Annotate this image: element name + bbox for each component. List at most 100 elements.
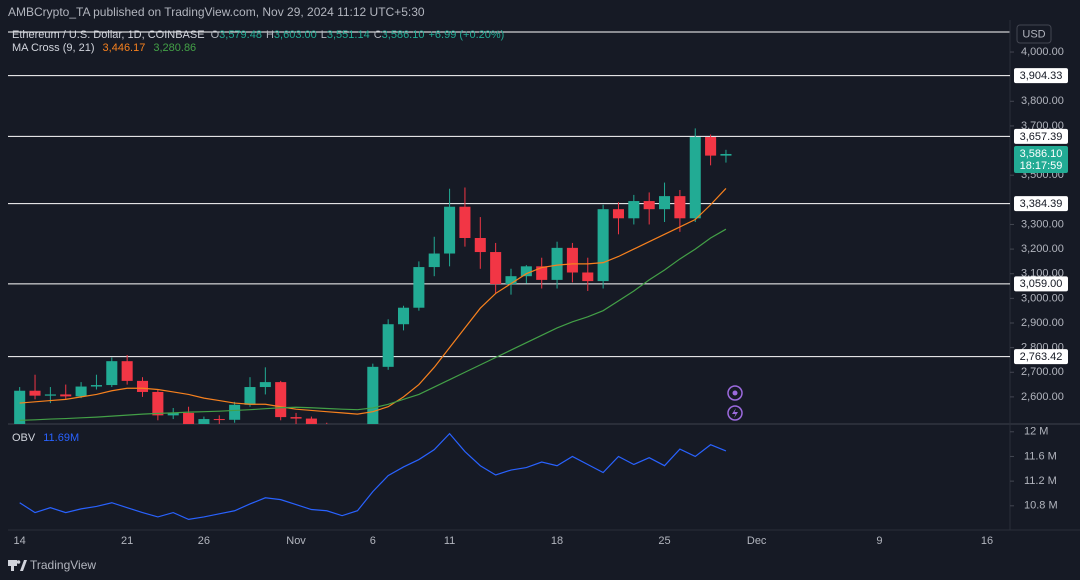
candle-body <box>29 390 41 396</box>
candle-body <box>136 380 149 392</box>
y-tick-label: 3,800.00 <box>1021 95 1064 107</box>
candle-body <box>444 206 456 254</box>
y-tick-label: 4,000.00 <box>1021 46 1064 58</box>
x-tick-label: 11 <box>444 535 455 547</box>
x-tick-label: 25 <box>658 535 670 547</box>
candle-body <box>536 266 548 280</box>
candle-body <box>582 272 594 282</box>
candle-body <box>720 153 732 156</box>
currency: USD <box>1022 28 1045 40</box>
event-icon[interactable] <box>727 405 743 421</box>
level-label: 3,384.39 <box>1020 198 1063 210</box>
symbol-name: Ethereum / U.S. Dollar, 1D, COINBASE <box>12 29 205 41</box>
level-label-box <box>1014 196 1068 212</box>
y-tick-label: 3,700.00 <box>1021 120 1064 132</box>
ohlc-value: 3,603.00 <box>274 29 317 41</box>
candle-body <box>520 266 532 277</box>
level-label-box <box>1014 276 1068 292</box>
candle-body <box>75 386 87 397</box>
candle-body <box>183 412 195 424</box>
candle-body <box>60 394 72 397</box>
level-label-box <box>1014 349 1068 365</box>
ohlc-key: C <box>374 29 382 41</box>
candle-body <box>229 404 241 420</box>
obv-tick-label: 11.6 M <box>1024 450 1057 462</box>
candle-body <box>551 247 563 280</box>
event-icon-dot <box>732 390 738 396</box>
level-label: 3,904.33 <box>1020 70 1063 82</box>
x-tick-label: 14 <box>14 535 26 547</box>
event-icon[interactable] <box>727 385 743 401</box>
obv-name: OBV <box>12 432 36 444</box>
ohlc-key: O <box>211 29 220 41</box>
level-label-box <box>1014 68 1068 84</box>
candle-body <box>643 201 655 210</box>
candle-body <box>674 196 686 219</box>
axes: 2,600.002,700.002,800.002,900.003,000.00… <box>14 46 1068 547</box>
candle-body <box>505 276 517 285</box>
candle-body <box>612 209 625 219</box>
candle-body <box>259 382 271 388</box>
last-price-countdown: 18:17:59 <box>1020 160 1063 172</box>
last-price-label: 3,586.10 <box>1020 148 1063 160</box>
change: +6.99 (+0.20%) <box>428 29 504 41</box>
level-label: 3,657.39 <box>1020 131 1063 143</box>
candle-body <box>305 418 317 424</box>
obv-value: 11.69M <box>43 432 79 444</box>
publish-line: AMBCrypto_TA published on TradingView.co… <box>8 5 425 19</box>
candle-body <box>459 206 471 239</box>
level-label-box <box>1014 128 1068 144</box>
obv-line <box>19 432 727 521</box>
y-tick-label: 3,000.00 <box>1021 292 1064 304</box>
candle-body <box>659 196 671 210</box>
candle-body <box>397 307 410 325</box>
obv-tick-label: 10.8 M <box>1024 500 1058 512</box>
x-tick-label: 21 <box>121 535 133 547</box>
ma-name: MA Cross (9, 21) <box>12 42 95 54</box>
obv-tick-label: 12 M <box>1024 426 1048 438</box>
candle-body <box>167 412 179 416</box>
candles <box>14 128 732 424</box>
obv-tick-label: 11.2 M <box>1024 475 1057 487</box>
x-tick-label: 18 <box>551 535 563 547</box>
obv-legend: OBV 11.69M <box>12 432 79 444</box>
candle-body <box>474 238 486 253</box>
candle-body <box>428 253 440 268</box>
tv-logo <box>8 560 27 571</box>
level-label: 2,763.42 <box>1020 351 1063 363</box>
event-icon-bolt <box>732 408 738 418</box>
candle-body <box>566 247 578 273</box>
y-tick-label: 2,600.00 <box>1021 391 1064 403</box>
ma-line <box>19 188 727 415</box>
candle-body <box>290 417 302 419</box>
x-tick-label: 9 <box>876 535 882 547</box>
currency-box <box>1016 24 1052 44</box>
candle-body <box>44 394 56 396</box>
y-tick-label: 3,300.00 <box>1021 218 1064 230</box>
x-tick-label: 16 <box>981 535 993 547</box>
level-label: 3,059.00 <box>1020 278 1063 290</box>
ma-legend: MA Cross (9, 21) 3,446.17 3,280.86 <box>12 42 196 54</box>
candle-body <box>121 361 133 381</box>
y-tick-label: 3,200.00 <box>1021 243 1064 255</box>
candle-body <box>597 209 609 282</box>
x-tick-label: Nov <box>286 535 306 547</box>
last-price-box <box>1014 145 1068 173</box>
candle-body <box>90 385 102 387</box>
obv-pane <box>19 432 727 521</box>
ohlc-value: 3,551.14 <box>327 29 370 41</box>
x-tick-label: 26 <box>198 535 210 547</box>
footer-brand: TradingView <box>30 558 96 572</box>
candle-body <box>413 267 425 308</box>
candle-body <box>213 419 225 421</box>
y-tick-label: 2,900.00 <box>1021 317 1064 329</box>
candle-body <box>689 137 701 219</box>
candle-body <box>244 387 256 405</box>
candle-body <box>106 361 118 386</box>
candle-body <box>367 366 379 424</box>
y-tick-label: 2,700.00 <box>1021 366 1064 378</box>
ohlc-value: 3,579.48 <box>219 29 262 41</box>
ma-value: 3,446.17 <box>103 42 146 54</box>
